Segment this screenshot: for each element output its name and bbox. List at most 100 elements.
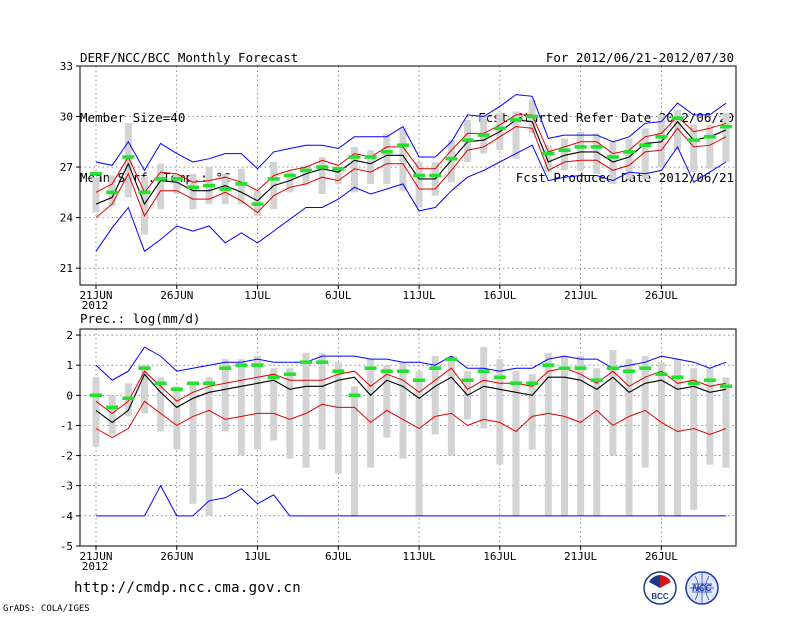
- range-box: [544, 353, 552, 516]
- range-box: [157, 377, 165, 432]
- range-box: [706, 124, 714, 169]
- plot-frame: [79, 65, 737, 286]
- chart-panel-1: [76, 328, 737, 550]
- range-box: [92, 177, 100, 213]
- clim-marker: [106, 405, 119, 410]
- x-tick-label: 6JUL: [325, 550, 352, 563]
- clim-marker: [251, 363, 264, 367]
- range-box: [641, 128, 649, 179]
- x-tick-label: 6JUL: [325, 289, 352, 302]
- range-box: [157, 163, 165, 210]
- range-box: [447, 356, 455, 456]
- ncc-logo-text: NCC: [692, 583, 712, 593]
- range-box: [124, 123, 132, 198]
- range-box: [544, 145, 552, 173]
- bcc-logo-text: BCC: [651, 592, 669, 601]
- clim-marker: [493, 375, 506, 380]
- clim-marker: [445, 156, 458, 161]
- range-box: [367, 359, 375, 468]
- y-tick-label: 0: [66, 389, 73, 402]
- range-box: [237, 359, 245, 456]
- clim-marker: [703, 134, 716, 139]
- x-tick-label: 21JUN: [79, 289, 112, 302]
- chart-title-label: Prec.: log(mm/d): [80, 311, 200, 326]
- clim-marker: [122, 396, 135, 401]
- range-box: [334, 362, 342, 474]
- range-box: [690, 368, 698, 510]
- mean-line: [95, 119, 727, 206]
- clim-marker: [219, 187, 232, 191]
- y-tick-label: -1: [60, 419, 73, 432]
- range-box: [302, 165, 310, 186]
- clim-marker: [526, 114, 539, 119]
- clim-marker: [154, 381, 167, 386]
- clim-marker: [122, 155, 135, 159]
- clim-marker: [671, 116, 684, 121]
- clim-marker: [445, 357, 458, 361]
- clim-marker: [526, 381, 539, 386]
- range-box: [334, 167, 342, 184]
- range-box: [399, 362, 407, 459]
- clim-marker: [186, 185, 199, 190]
- chart-title: DERF/NCC/BCC Monthly Forecast: [80, 50, 299, 65]
- range-box: [577, 131, 585, 171]
- range-box: [722, 377, 730, 468]
- range-box: [560, 356, 568, 516]
- clim-marker: [170, 387, 183, 392]
- x-tick-label: 21JUN: [79, 550, 112, 563]
- y-tick-label: 33: [60, 60, 73, 73]
- range-box: [286, 368, 294, 459]
- clim-marker: [283, 173, 296, 178]
- clim-marker: [380, 150, 393, 154]
- clim-marker: [623, 150, 636, 154]
- range-box: [318, 156, 326, 195]
- mean-line: [95, 373, 727, 424]
- x-tick-label: 26JUL: [645, 550, 678, 563]
- x-tick-label: 1JUL: [244, 550, 271, 563]
- clim-marker: [687, 138, 700, 142]
- clim-marker: [413, 378, 426, 383]
- source-url[interactable]: http://cmdp.ncc.cma.gov.cn: [74, 580, 301, 596]
- clim-marker: [558, 148, 571, 153]
- y-tick-label: 27: [60, 161, 73, 174]
- plus-sd-line: [95, 367, 727, 415]
- clim-marker: [283, 372, 296, 377]
- max-line: [95, 346, 727, 381]
- range-box: [690, 124, 698, 173]
- range-box: [625, 359, 633, 516]
- clim-marker: [219, 366, 232, 370]
- clim-marker: [542, 151, 555, 156]
- range-box: [383, 133, 391, 184]
- range-box: [383, 365, 391, 438]
- y-tick-label: -2: [60, 450, 73, 463]
- x-tick-label: 16JUL: [483, 550, 516, 563]
- clim-marker: [348, 155, 361, 159]
- min-line: [95, 144, 727, 253]
- clim-marker: [493, 126, 506, 131]
- clim-marker: [461, 138, 474, 142]
- range-box: [140, 177, 148, 235]
- y-tick-label: -3: [60, 480, 73, 493]
- clim-marker: [106, 190, 119, 195]
- range-box: [609, 350, 617, 456]
- clim-marker: [542, 363, 555, 367]
- range-box: [254, 356, 262, 450]
- minus-sd-line: [95, 126, 727, 218]
- forecast-period: For 2012/06/21-2012/07/30: [545, 50, 734, 65]
- clim-marker: [623, 369, 636, 373]
- clim-marker: [413, 173, 426, 178]
- range-box: [641, 356, 649, 468]
- clim-marker: [138, 190, 151, 195]
- clim-marker: [429, 173, 442, 178]
- range-box: [431, 356, 439, 435]
- minus-sd-line: [95, 400, 727, 439]
- clim-marker: [154, 177, 167, 181]
- x-tick-label: 26JUL: [645, 289, 678, 302]
- range-box: [560, 138, 568, 171]
- x-tick-year-label: 2012: [82, 560, 109, 573]
- clim-marker: [429, 366, 442, 370]
- range-box: [270, 368, 278, 441]
- range-box: [367, 150, 375, 184]
- clim-marker: [606, 366, 619, 370]
